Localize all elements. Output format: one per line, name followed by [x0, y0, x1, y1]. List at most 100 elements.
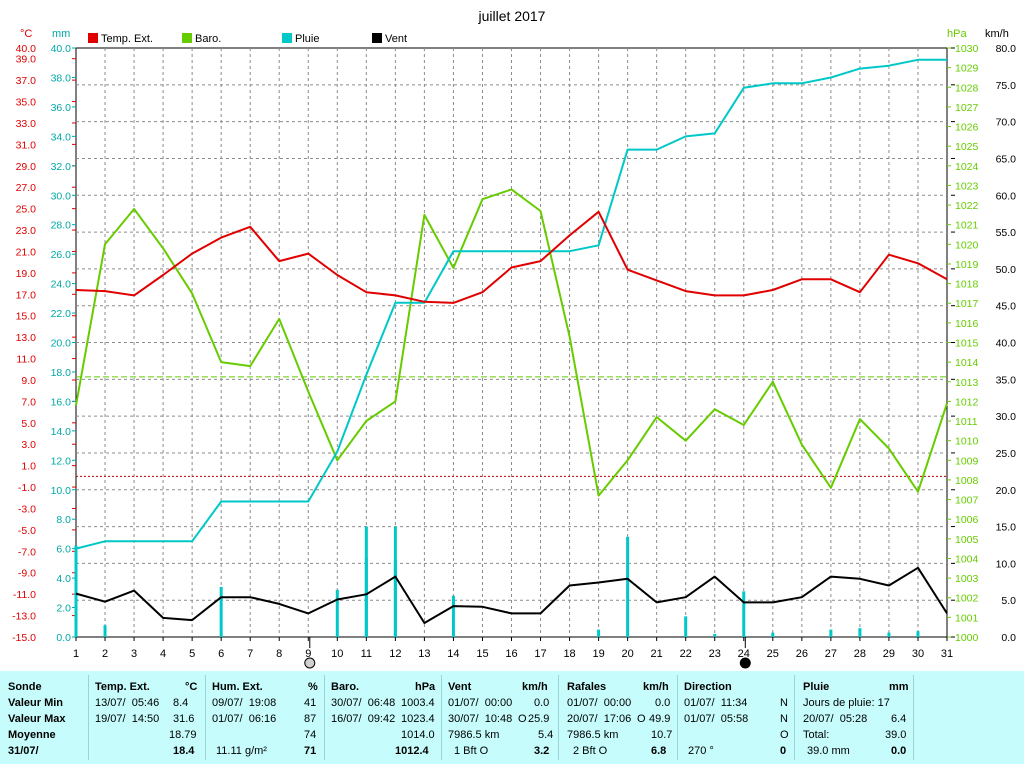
- temp-title: Temp. Ext.: [95, 681, 150, 693]
- x-tick-label: 22: [680, 648, 692, 660]
- baro-axis-tick-label: 1020: [955, 239, 979, 251]
- legend-swatch: [88, 33, 98, 43]
- baro-axis-tick-label: 1014: [955, 357, 979, 369]
- x-tick-label: 30: [912, 648, 924, 660]
- baro-title: Baro.: [331, 681, 360, 693]
- wind-axis-tick-label: 5.0: [1001, 595, 1016, 607]
- rafales-min-date: 01/07/ 00:00: [567, 697, 632, 709]
- wind-axis-tick-label: 0.0: [1001, 632, 1016, 644]
- temp-axis-tick-label: 21.0: [16, 246, 37, 258]
- x-axis-ticks: 1 2 3 4 5 6 7 8 9 10 11 12 13 14 15 16 17 18 19 20 21 22 23 24 2…: [73, 637, 953, 660]
- rain-axis-tick-label: 12.0: [51, 455, 72, 467]
- baro-axis-tick-label: 1001: [955, 612, 979, 624]
- separator: [324, 675, 325, 760]
- pluie-total: 39.0: [885, 729, 907, 741]
- baro-max-date: 16/07/ 09:42: [331, 713, 396, 725]
- temp-last: 18.4: [173, 745, 195, 757]
- series-line-temp-ext: [75, 210, 948, 304]
- temp-axis-tick-label: -9.0: [18, 568, 36, 580]
- temp-axis-tick-label: 3.0: [21, 439, 36, 451]
- rain-axis-tick-label: 0.0: [56, 632, 71, 644]
- baro-axis-tick-label: 1007: [955, 495, 979, 507]
- stats-temp: Temp. Ext. °C 13/07/ 05:46 8.4 19/07/ 14…: [89, 671, 205, 764]
- legend-label: Vent: [385, 33, 407, 45]
- x-tick-label: 15: [476, 648, 488, 660]
- baro-axis-tick-label: 1010: [955, 436, 979, 448]
- row-label-max: Valeur Max: [8, 713, 66, 725]
- pluie-max-date: 20/07/ 05:28: [803, 713, 868, 725]
- temp-axis-tick-label: 15.0: [16, 311, 37, 323]
- temp-axis-tick-label: 33.0: [16, 118, 37, 130]
- baro-axis-tick-label: 1005: [955, 534, 979, 546]
- x-tick-label: 9: [305, 648, 311, 660]
- x-tick-label: 1: [73, 648, 79, 660]
- temp-unit: °C: [185, 681, 198, 693]
- rain-axis-tick-label: 2.0: [56, 603, 71, 615]
- baro-axis-tick-label: 1002: [955, 593, 979, 605]
- x-tick-label: 20: [622, 648, 634, 660]
- rafales-max-val: 49.9: [649, 713, 671, 725]
- row-label-min: Valeur Min: [8, 697, 64, 709]
- legend-label: Temp. Ext.: [101, 33, 153, 45]
- wind-axis-tick-label: 70.0: [996, 117, 1017, 129]
- rain-bar: [597, 629, 601, 637]
- baro-last: 1012.4: [395, 745, 429, 757]
- stats-baro: Baro. hPa 30/07/ 06:48 1003.4 16/07/ 09:…: [325, 671, 441, 764]
- sonde-title: Sonde: [8, 681, 42, 693]
- pluie-title: Pluie: [803, 681, 830, 693]
- baro-axis-tick-label: 1024: [955, 161, 979, 173]
- x-tick-label: 16: [505, 648, 517, 660]
- separator: [558, 675, 559, 760]
- temp-axis-tick-label: 1.0: [21, 461, 36, 473]
- separator: [794, 675, 795, 760]
- wind-unit-label: km/h: [985, 28, 1009, 40]
- rain-axis-tick-label: 24.0: [51, 279, 72, 291]
- pluie-last: 0.0: [891, 745, 907, 757]
- baro-axis-tick-label: 1006: [955, 514, 979, 526]
- wind-axis-tick-label: 30.0: [996, 411, 1017, 423]
- x-tick-label: 8: [276, 648, 282, 660]
- wind-axis-tick-label: 75.0: [996, 80, 1017, 92]
- legend-label: Baro.: [195, 33, 221, 45]
- series-line-vent: [75, 566, 948, 624]
- wind-axis-tick-label: 55.0: [996, 227, 1017, 239]
- x-tick-label: 10: [331, 648, 343, 660]
- wind-axis-tick-label: 40.0: [996, 338, 1017, 350]
- rain-axis-tick-label: 38.0: [51, 72, 72, 84]
- rain-axis-tick-label: 32.0: [51, 161, 72, 173]
- rain-axis-tick-label: 10.0: [51, 485, 72, 497]
- temp-axis-tick-label: 37.0: [16, 75, 37, 87]
- rain-axis-tick-label: 6.0: [56, 544, 71, 556]
- rain-axis-tick-label: 26.0: [51, 249, 72, 261]
- rain-unit-label: mm: [52, 28, 70, 40]
- x-tick-label: 31: [941, 648, 953, 660]
- temp-max-date: 19/07/ 14:50: [95, 713, 160, 725]
- x-tick-label: 13: [418, 648, 430, 660]
- legend-swatch: [282, 33, 292, 43]
- x-tick-label: 14: [447, 648, 459, 660]
- chart-title: juillet 2017: [478, 8, 546, 24]
- pluie-days: Jours de pluie: 17: [803, 697, 890, 709]
- legend-swatch: [182, 33, 192, 43]
- vent-unit: km/h: [522, 681, 548, 693]
- direction-title: Direction: [684, 681, 732, 693]
- temp-axis-tick-label: 9.0: [21, 375, 36, 387]
- separator: [913, 675, 914, 760]
- x-tick-label: 2: [102, 648, 108, 660]
- temp-axis-tick-label: 17.0: [16, 289, 37, 301]
- separator: [205, 675, 206, 760]
- x-tick-label: 28: [854, 648, 866, 660]
- baro-axis-tick-label: 1017: [955, 298, 979, 310]
- stats-vent: Vent km/h 01/07/ 00:00 0.0 30/07/ 10:48 …: [442, 671, 558, 764]
- x-tick-label: 6: [218, 648, 224, 660]
- temp-axis-tick-label: 19.0: [16, 268, 37, 280]
- temp-axis-tick-label: 13.0: [16, 332, 37, 344]
- series-line-baro: [75, 188, 948, 497]
- stats-direction: Direction 01/07/ 11:34 N 01/07/ 05:58 N …: [678, 671, 794, 764]
- hum-abs: 11.11 g/m²: [216, 745, 267, 757]
- direction-last: 0: [780, 745, 787, 757]
- baro-axis-tick-label: 1022: [955, 200, 979, 212]
- temp-min-val: 8.4: [173, 697, 189, 709]
- stats-rafales: Rafales km/h 01/07/ 00:00 0.0 20/07/ 17:…: [559, 671, 677, 764]
- wind-axis-tick-label: 15.0: [996, 522, 1017, 534]
